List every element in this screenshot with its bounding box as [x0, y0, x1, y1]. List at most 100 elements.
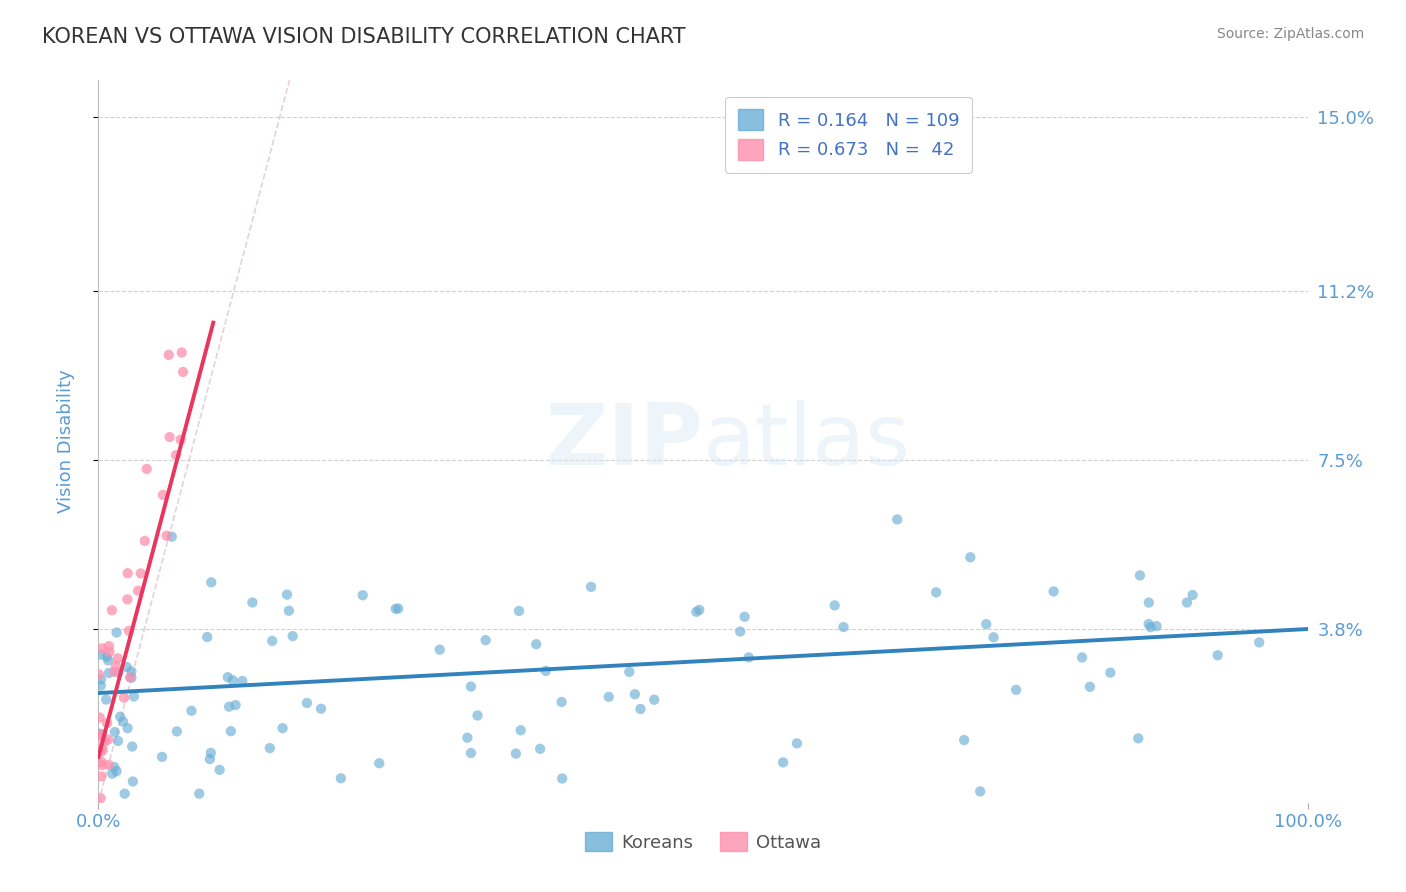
Point [1137, 617, 1160, 632]
Point [1005, 682, 1028, 697]
Point [1137, 596, 1160, 610]
Point [1139, 620, 1161, 634]
Point [90, 727, 112, 741]
Point [624, 687, 647, 701]
Point [429, 642, 451, 657]
Point [550, 695, 572, 709]
Point [969, 784, 991, 798]
Point [150, 750, 173, 764]
Point [259, 741, 281, 756]
Point [925, 585, 948, 599]
Point [94, 734, 117, 748]
Point [619, 665, 641, 679]
Point [529, 742, 551, 756]
Point [1042, 584, 1064, 599]
Point [89, 745, 111, 759]
Point [737, 650, 759, 665]
Point [271, 721, 294, 735]
Text: ZIP: ZIP [546, 400, 703, 483]
Point [467, 708, 489, 723]
Text: Source: ZipAtlas.com: Source: ZipAtlas.com [1216, 27, 1364, 41]
Point [1128, 731, 1150, 746]
Point [105, 625, 128, 640]
Point [734, 609, 756, 624]
Point [534, 664, 557, 678]
Point [643, 692, 665, 706]
Point [114, 787, 136, 801]
Point [152, 488, 174, 502]
Point [505, 747, 527, 761]
Point [129, 566, 152, 581]
Point [509, 723, 531, 738]
Point [262, 634, 284, 648]
Point [352, 588, 374, 602]
Point [170, 345, 193, 359]
Point [91, 641, 114, 656]
Point [103, 665, 125, 679]
Point [101, 766, 124, 780]
Point [120, 671, 142, 685]
Point [96, 716, 118, 731]
Point [1175, 595, 1198, 609]
Point [384, 601, 406, 615]
Point [728, 624, 751, 639]
Point [127, 583, 149, 598]
Point [103, 760, 125, 774]
Point [474, 633, 496, 648]
Point [208, 763, 231, 777]
Point [165, 448, 187, 462]
Point [117, 592, 139, 607]
Point [96, 692, 118, 706]
Point [295, 696, 318, 710]
Point [170, 433, 193, 447]
Point [1249, 635, 1271, 649]
Point [368, 756, 391, 771]
Text: atlas: atlas [703, 400, 911, 483]
Point [832, 620, 855, 634]
Text: KOREAN VS OTTAWA VISION DISABILITY CORRELATION CHART: KOREAN VS OTTAWA VISION DISABILITY CORRE… [42, 27, 686, 46]
Point [630, 702, 652, 716]
Point [180, 704, 202, 718]
Point [160, 530, 183, 544]
Legend: Koreans, Ottawa: Koreans, Ottawa [578, 825, 828, 859]
Point [96, 649, 118, 664]
Point [90, 673, 112, 687]
Point [524, 637, 547, 651]
Y-axis label: Vision Disability: Vision Disability [56, 369, 75, 514]
Point [108, 709, 131, 723]
Point [107, 734, 129, 748]
Point [122, 774, 145, 789]
Point [1181, 588, 1204, 602]
Point [90, 648, 112, 662]
Point [1206, 648, 1229, 663]
Point [117, 721, 139, 735]
Point [90, 791, 112, 805]
Point [90, 740, 112, 755]
Point [218, 699, 240, 714]
Point [159, 430, 181, 444]
Point [118, 624, 141, 638]
Point [1099, 665, 1122, 680]
Point [89, 727, 111, 741]
Point [225, 698, 247, 712]
Point [242, 595, 264, 609]
Point [198, 752, 221, 766]
Point [97, 653, 120, 667]
Point [90, 769, 112, 783]
Point [685, 605, 707, 619]
Point [231, 673, 253, 688]
Point [200, 575, 222, 590]
Point [195, 630, 218, 644]
Point [105, 764, 128, 779]
Point [107, 665, 129, 680]
Point [97, 639, 120, 653]
Point [1071, 650, 1094, 665]
Point [959, 550, 981, 565]
Point [135, 462, 157, 476]
Point [104, 659, 127, 673]
Point [122, 690, 145, 704]
Point [200, 746, 222, 760]
Point [90, 755, 112, 769]
Point [276, 588, 298, 602]
Point [688, 603, 710, 617]
